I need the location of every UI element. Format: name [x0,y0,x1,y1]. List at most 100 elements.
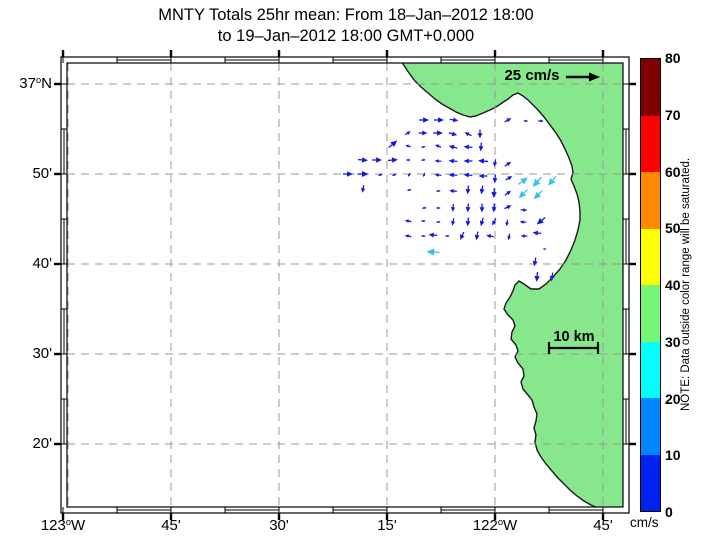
current-vector-arrow [404,131,411,136]
current-vector-arrow [426,248,440,256]
current-vector-arrow [520,234,528,238]
current-vector-arrow [479,217,485,227]
current-vector-arrow [405,158,411,162]
current-vector-arrow [474,231,480,241]
map-plot [54,50,636,520]
current-vector-arrow [449,188,457,194]
reference-arrow [566,72,600,82]
current-vector-arrow [463,144,473,150]
current-vector-arrow [543,248,547,250]
degree-superscript: o [497,516,504,527]
current-vector-arrow [448,144,458,150]
current-vector-arrow [434,159,442,163]
current-vector-arrow [519,220,527,224]
colorbar-tick-label: 30 [665,333,681,350]
current-vector-arrow [465,217,471,227]
colorbar-band-0-10 [641,454,660,511]
current-vector-arrow [406,188,412,192]
figure-title: MNTY Totals 25hr mean: From 18–Jan–2012 … [0,5,692,47]
colorbar-unit: cm/s [630,515,659,530]
distance-scale-bar [547,342,600,354]
current-vector-arrow [504,205,512,210]
x-tick-label: 30' [269,517,289,534]
current-vector-arrow [463,172,473,178]
current-vector-arrow [420,219,426,223]
colorbar-band-30-40 [641,285,660,342]
current-vector-arrow [372,157,382,163]
current-vector-arrow [538,119,544,123]
current-vector-arrow [434,173,442,177]
current-vector-arrow [549,272,555,282]
current-vector-arrow [465,185,471,195]
current-vector-arrow [464,132,472,137]
current-vector-arrow [478,142,484,152]
current-vector-arrow [491,188,497,198]
current-vector-arrow [492,174,498,184]
current-vector-arrow [451,218,456,226]
frame-outer [60,56,630,514]
current-vector-arrow [548,175,557,186]
frame-inner [66,62,624,508]
current-vector-arrow [405,144,411,148]
current-vector-arrow [505,219,509,227]
colorbar-tick-label: 10 [665,447,681,464]
current-vector-arrow [478,158,488,164]
colorbar-band-10-20 [641,398,660,455]
major-ticks [54,50,636,520]
current-vector-arrow [444,234,450,238]
current-vector-arrow [534,272,540,282]
colorbar-tick-label: 60 [665,163,681,180]
current-vector-arrow [507,233,511,241]
current-vector-arrow [520,208,528,212]
colorbar-band-40-50 [641,228,660,285]
colorbar-band-70-80 [641,59,660,116]
map-frame [60,56,630,514]
current-vector-arrow [492,218,497,226]
colorbar-tick-label: 80 [665,50,681,66]
current-vector-arrow [491,203,497,213]
current-vector-arrow [463,158,473,164]
sea-area [67,63,623,507]
current-vector-arrow [377,173,383,177]
current-vector-arrow [419,117,429,123]
current-vector-arrow [361,185,366,193]
current-vector-arrow [504,190,512,196]
colorbar-tick-label: 40 [665,277,681,293]
current-vector-arrow [477,129,483,139]
x-tick-label: 15' [377,517,397,534]
title-line-2: to 19–Jan–2012 18:00 GMT+0.000 [217,27,475,45]
current-vector-arrow [404,219,412,223]
current-vector-arrow [418,130,428,136]
current-vector-arrow [358,157,368,163]
grid-layer [67,63,623,507]
y-tick-label: 20' [32,435,52,452]
y-tick-label: 30' [32,345,52,362]
current-vector-arrow [450,204,456,212]
colorbar-band-20-30 [641,341,660,398]
current-vector-arrow [536,216,546,225]
colorbar-band-60-70 [641,115,660,172]
current-vector-arrow [423,172,426,178]
current-vector-arrow [343,171,353,177]
current-vector-arrow [465,203,471,213]
current-vector-arrow [388,140,398,149]
current-vector-arrow [532,257,538,267]
current-vector-arrow [420,158,426,162]
current-vector-arrow [518,189,528,199]
x-tick-label: 45' [161,517,181,534]
colorbar [640,58,661,512]
current-vector-arrow [357,171,369,177]
current-vector-arrow [448,158,458,164]
current-vector-arrow [433,130,443,136]
degree-superscript: o [65,516,72,527]
x-tick-label: 45' [593,517,613,534]
current-vector-arrow [421,206,427,210]
current-vector-arrow [449,117,459,123]
current-vector-arrow [504,118,512,123]
degree-superscript: o [35,74,42,85]
current-vector-arrow [435,220,441,224]
current-vector-arrow [391,173,397,176]
current-vector-arrow [486,234,494,239]
y-tick-label: 40' [32,255,52,272]
current-vector-arrow [460,231,465,240]
